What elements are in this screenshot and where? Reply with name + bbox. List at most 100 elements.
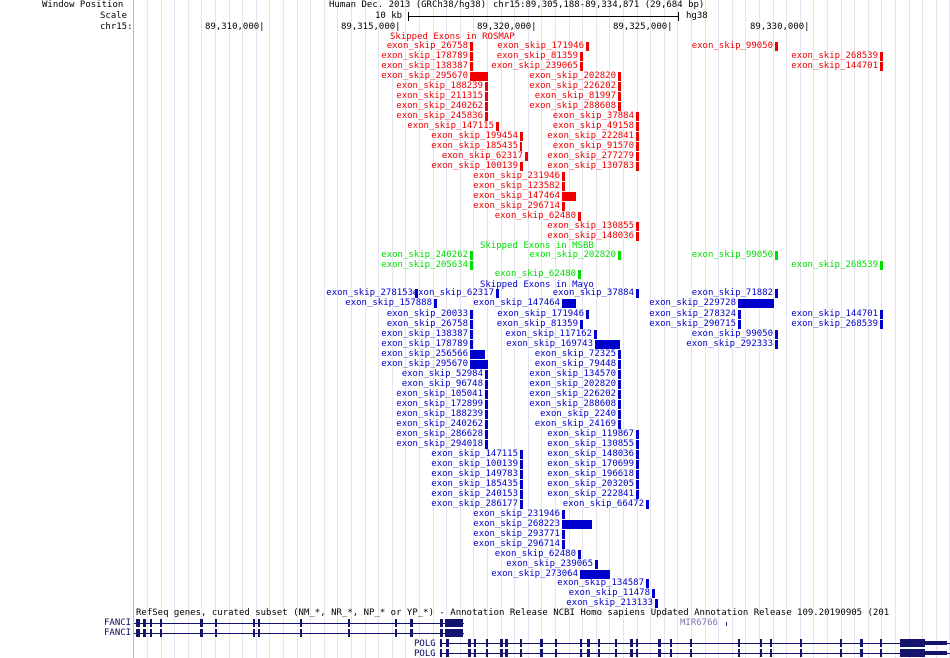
feature-block[interactable] bbox=[470, 251, 473, 260]
feature-label[interactable]: exon_skip_99050 bbox=[691, 250, 773, 260]
feature-label[interactable]: exon_skip_149783 bbox=[431, 469, 518, 479]
feature-label[interactable]: exon_skip_170699 bbox=[547, 459, 634, 469]
feature-block[interactable] bbox=[618, 370, 621, 379]
feature-label[interactable]: exon_skip_231946 bbox=[473, 171, 560, 181]
feature-label[interactable]: exon_skip_286177 bbox=[431, 499, 518, 509]
feature-block[interactable] bbox=[562, 530, 565, 539]
feature-block[interactable] bbox=[434, 299, 437, 308]
feature-label[interactable]: exon_skip_62480 bbox=[494, 549, 576, 559]
feature-label[interactable]: exon_skip_288608 bbox=[529, 399, 616, 409]
feature-label[interactable]: exon_skip_62317 bbox=[412, 288, 494, 298]
feature-block[interactable] bbox=[636, 460, 639, 469]
feature-block[interactable] bbox=[470, 310, 473, 319]
feature-label[interactable]: exon_skip_205634 bbox=[381, 260, 468, 270]
feature-block[interactable] bbox=[880, 320, 883, 329]
feature-block[interactable] bbox=[470, 42, 473, 51]
feature-block[interactable] bbox=[562, 520, 592, 529]
feature-block[interactable] bbox=[775, 251, 778, 260]
feature-block[interactable] bbox=[520, 162, 523, 171]
feature-label[interactable]: exon_skip_296714 bbox=[473, 539, 560, 549]
feature-block[interactable] bbox=[618, 380, 621, 389]
feature-block[interactable] bbox=[496, 122, 499, 131]
gene-label-polg[interactable]: POLG bbox=[414, 649, 436, 658]
feature-label[interactable]: exon_skip_196618 bbox=[547, 469, 634, 479]
feature-label[interactable]: exon_skip_138387 bbox=[381, 329, 468, 339]
feature-label[interactable]: exon_skip_268539 bbox=[791, 51, 878, 61]
feature-block[interactable] bbox=[636, 162, 639, 171]
feature-block[interactable] bbox=[520, 470, 523, 479]
feature-block[interactable] bbox=[618, 390, 621, 399]
feature-label[interactable]: exon_skip_62480 bbox=[494, 211, 576, 221]
track-title-mayo[interactable]: Skipped Exons in Mayo bbox=[480, 280, 594, 290]
feature-block[interactable] bbox=[618, 82, 621, 91]
feature-block[interactable] bbox=[580, 570, 610, 579]
feature-label[interactable]: exon_skip_203205 bbox=[547, 479, 634, 489]
feature-label[interactable]: exon_skip_169743 bbox=[506, 339, 593, 349]
feature-label[interactable]: exon_skip_130855 bbox=[547, 221, 634, 231]
feature-block[interactable] bbox=[520, 132, 523, 141]
feature-block[interactable] bbox=[618, 72, 621, 81]
feature-label[interactable]: exon_skip_178789 bbox=[381, 339, 468, 349]
feature-label[interactable]: exon_skip_292333 bbox=[686, 339, 773, 349]
feature-label[interactable]: exon_skip_157888 bbox=[345, 298, 432, 308]
feature-block[interactable] bbox=[470, 62, 473, 71]
feature-block[interactable] bbox=[636, 232, 639, 241]
feature-label[interactable]: exon_skip_277279 bbox=[547, 151, 634, 161]
feature-label[interactable]: exon_skip_240262 bbox=[396, 419, 483, 429]
feature-block[interactable] bbox=[485, 82, 488, 91]
feature-label[interactable]: exon_skip_147464 bbox=[473, 298, 560, 308]
feature-label[interactable]: exon_skip_295670 bbox=[381, 359, 468, 369]
feature-block[interactable] bbox=[562, 172, 565, 181]
feature-label[interactable]: exon_skip_240262 bbox=[381, 250, 468, 260]
feature-block[interactable] bbox=[618, 92, 621, 101]
feature-label[interactable]: exon_skip_199454 bbox=[431, 131, 518, 141]
feature-label[interactable]: exon_skip_81359 bbox=[496, 319, 578, 329]
feature-block[interactable] bbox=[485, 102, 488, 111]
feature-block[interactable] bbox=[618, 102, 621, 111]
feature-block[interactable] bbox=[738, 299, 774, 308]
feature-block[interactable] bbox=[470, 52, 473, 61]
feature-label[interactable]: exon_skip_52984 bbox=[401, 369, 483, 379]
feature-block[interactable] bbox=[485, 370, 488, 379]
feature-block[interactable] bbox=[880, 62, 883, 71]
feature-block[interactable] bbox=[738, 320, 741, 329]
feature-label[interactable]: exon_skip_2240 bbox=[540, 409, 616, 419]
feature-block[interactable] bbox=[618, 350, 621, 359]
feature-label[interactable]: exon_skip_117162 bbox=[505, 329, 592, 339]
feature-block[interactable] bbox=[636, 450, 639, 459]
feature-block[interactable] bbox=[580, 62, 583, 71]
feature-label[interactable]: exon_skip_226202 bbox=[529, 389, 616, 399]
feature-block[interactable] bbox=[520, 450, 523, 459]
feature-block[interactable] bbox=[520, 460, 523, 469]
feature-block[interactable] bbox=[586, 42, 589, 51]
feature-label[interactable]: exon_skip_178789 bbox=[381, 51, 468, 61]
feature-block[interactable] bbox=[775, 330, 778, 339]
feature-label[interactable]: exon_skip_211315 bbox=[396, 91, 483, 101]
track-title-msbb[interactable]: Skipped Exons in MSBB bbox=[480, 241, 594, 251]
feature-label[interactable]: exon_skip_105041 bbox=[396, 389, 483, 399]
feature-label[interactable]: exon_skip_119867 bbox=[547, 429, 634, 439]
feature-label[interactable]: exon_skip_245836 bbox=[396, 111, 483, 121]
feature-label[interactable]: exon_skip_96748 bbox=[401, 379, 483, 389]
feature-label[interactable]: exon_skip_130855 bbox=[547, 439, 634, 449]
feature-block[interactable] bbox=[636, 222, 639, 231]
feature-label[interactable]: exon_skip_240262 bbox=[396, 101, 483, 111]
feature-label[interactable]: exon_skip_37884 bbox=[552, 111, 634, 121]
feature-block[interactable] bbox=[618, 400, 621, 409]
feature-block[interactable] bbox=[485, 440, 488, 449]
feature-block[interactable] bbox=[562, 182, 565, 191]
feature-block[interactable] bbox=[636, 470, 639, 479]
feature-block[interactable] bbox=[618, 251, 621, 260]
feature-block[interactable] bbox=[646, 579, 649, 588]
feature-label[interactable]: exon_skip_171946 bbox=[497, 309, 584, 319]
feature-label[interactable]: exon_skip_147464 bbox=[473, 191, 560, 201]
feature-block[interactable] bbox=[470, 340, 473, 349]
feature-block[interactable] bbox=[470, 360, 488, 369]
feature-block[interactable] bbox=[775, 42, 778, 51]
feature-label[interactable]: exon_skip_26758 bbox=[386, 319, 468, 329]
feature-block[interactable] bbox=[485, 112, 488, 121]
gene-label-fanci[interactable]: FANCI bbox=[104, 628, 132, 638]
gene-label-mir6766[interactable]: MIR6766 bbox=[680, 618, 718, 628]
feature-label[interactable]: exon_skip_62480 bbox=[494, 269, 576, 279]
feature-block[interactable] bbox=[562, 192, 576, 201]
